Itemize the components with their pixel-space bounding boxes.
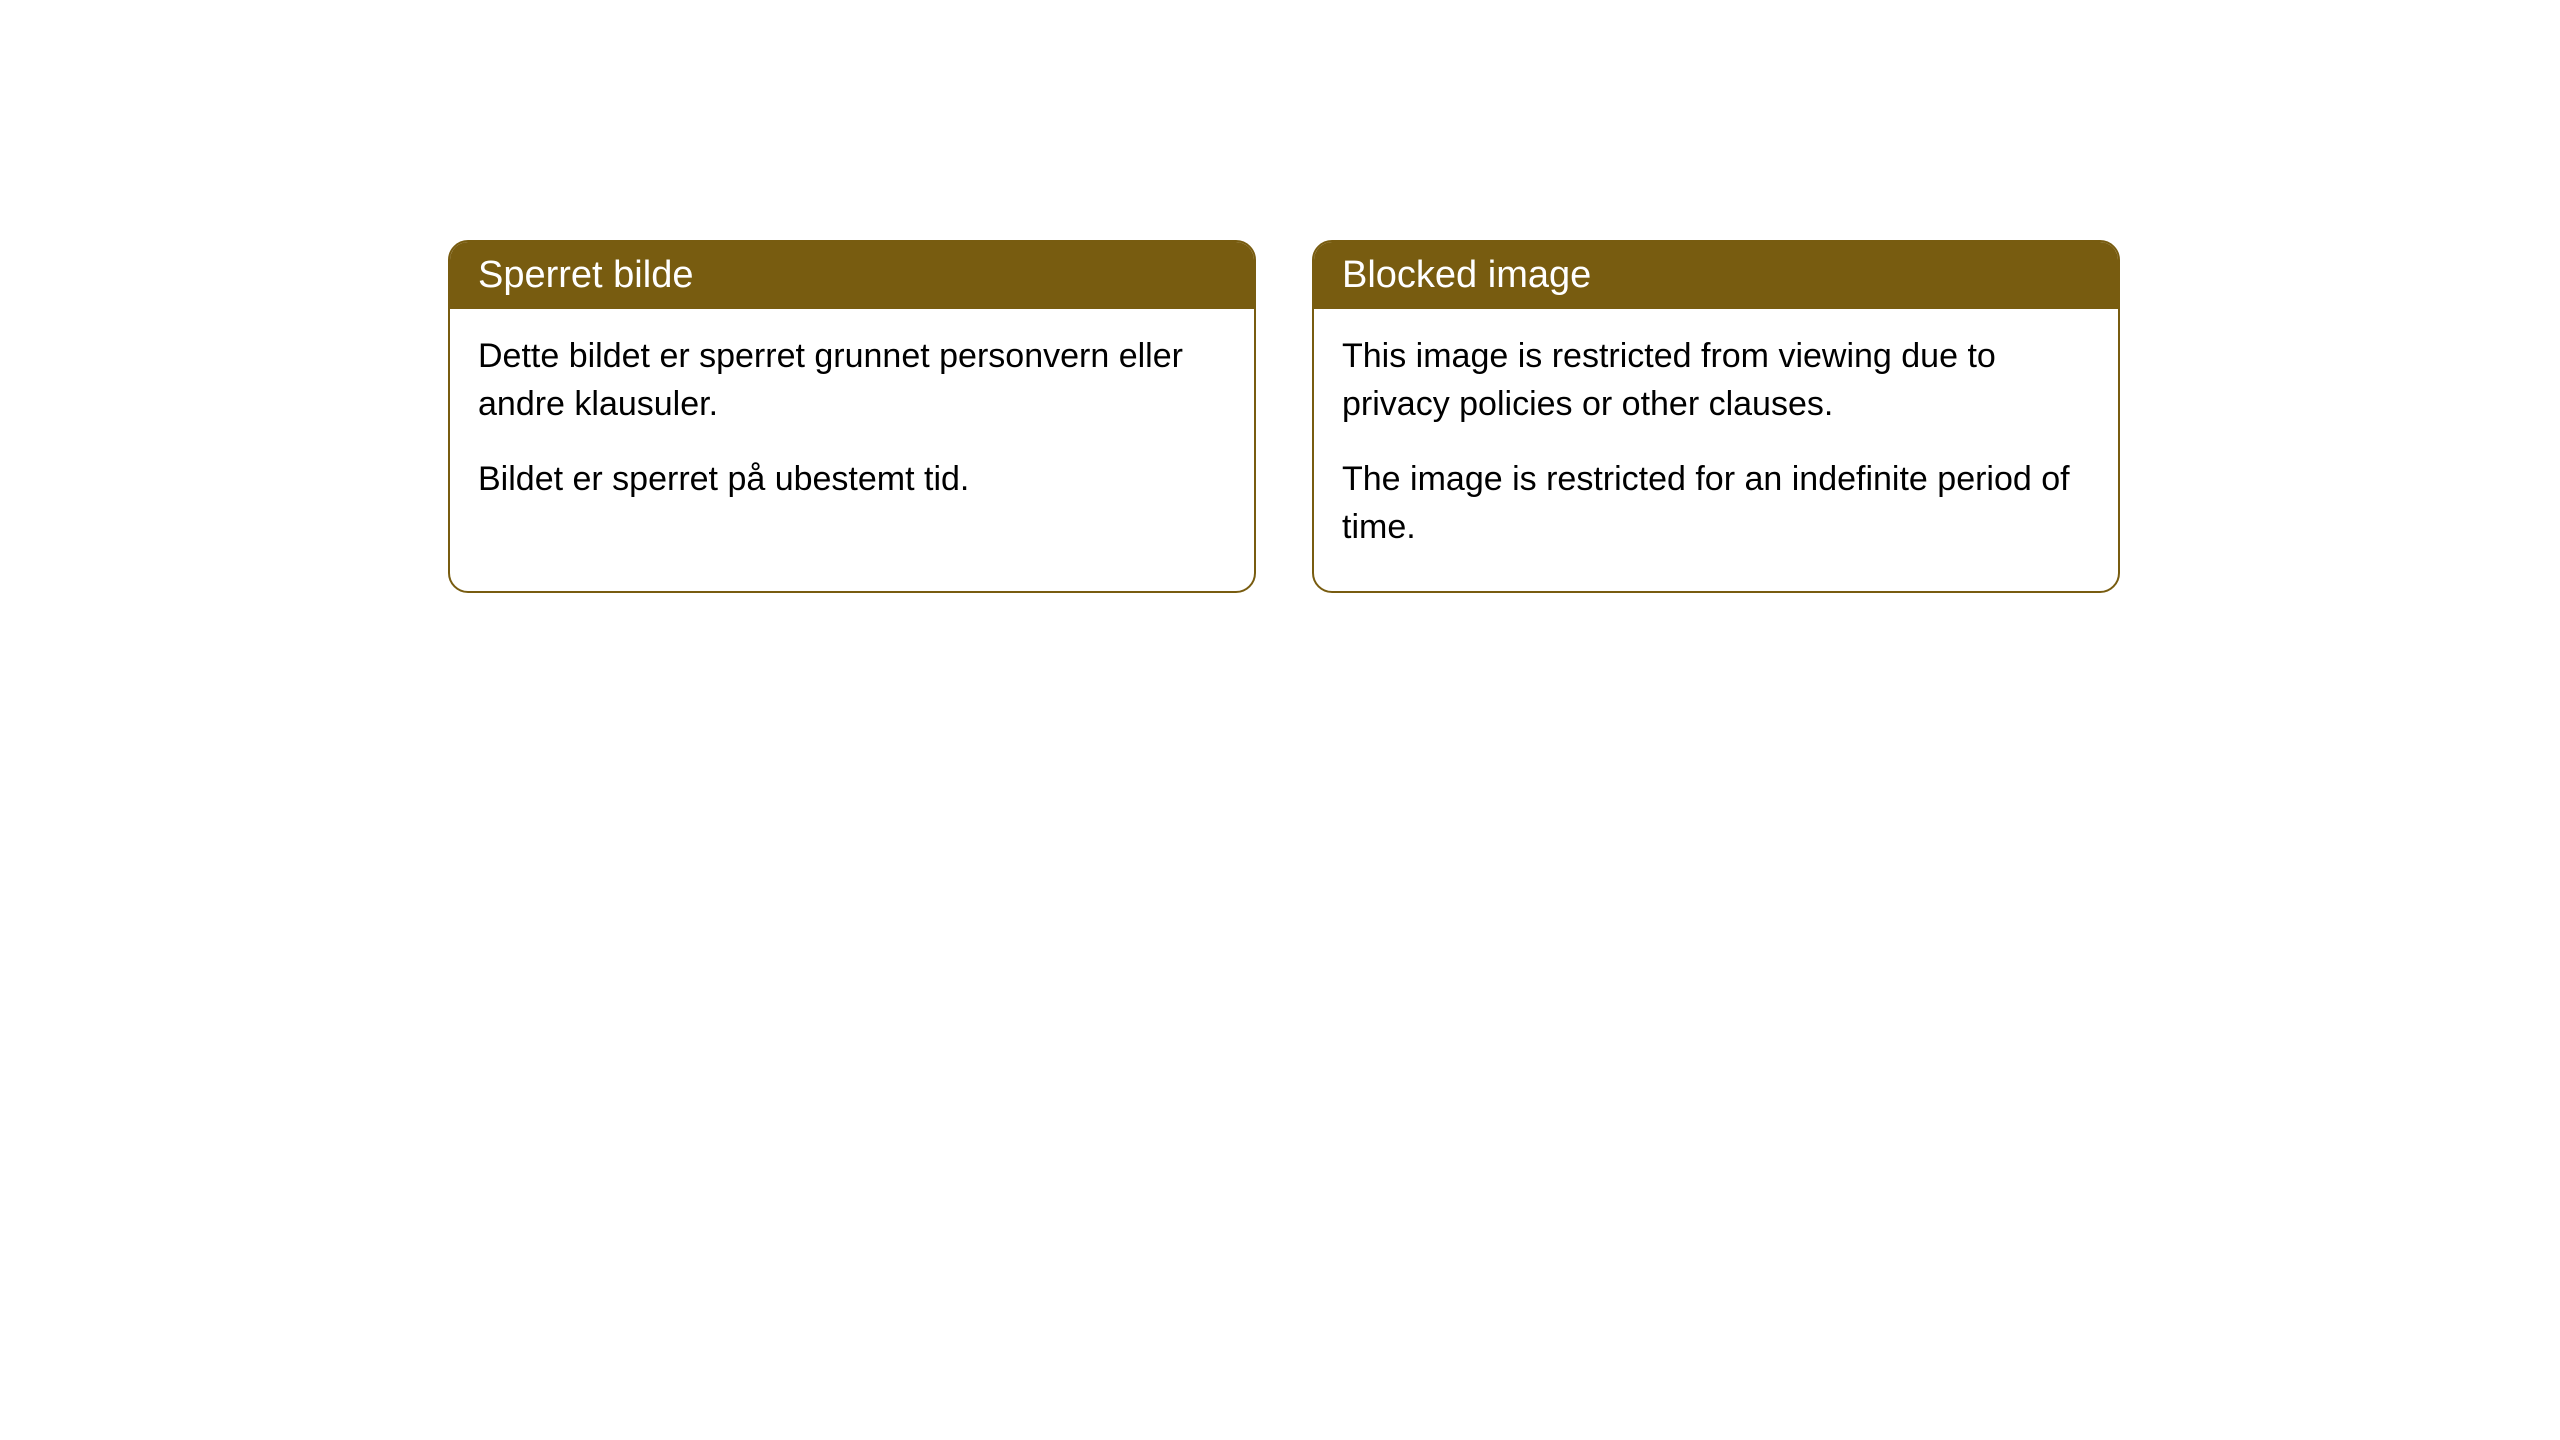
notice-container: Sperret bilde Dette bildet er sperret gr… — [0, 0, 2560, 593]
card-body: This image is restricted from viewing du… — [1314, 309, 2118, 591]
card-title: Blocked image — [1342, 254, 1591, 296]
card-header: Sperret bilde — [450, 242, 1254, 309]
card-paragraph: The image is restricted for an indefinit… — [1342, 456, 2090, 551]
card-title: Sperret bilde — [478, 254, 693, 296]
card-paragraph: This image is restricted from viewing du… — [1342, 333, 2090, 428]
card-header: Blocked image — [1314, 242, 2118, 309]
card-body: Dette bildet er sperret grunnet personve… — [450, 309, 1254, 544]
notice-card-norwegian: Sperret bilde Dette bildet er sperret gr… — [448, 240, 1256, 593]
card-paragraph: Dette bildet er sperret grunnet personve… — [478, 333, 1226, 428]
card-paragraph: Bildet er sperret på ubestemt tid. — [478, 456, 1226, 504]
notice-card-english: Blocked image This image is restricted f… — [1312, 240, 2120, 593]
